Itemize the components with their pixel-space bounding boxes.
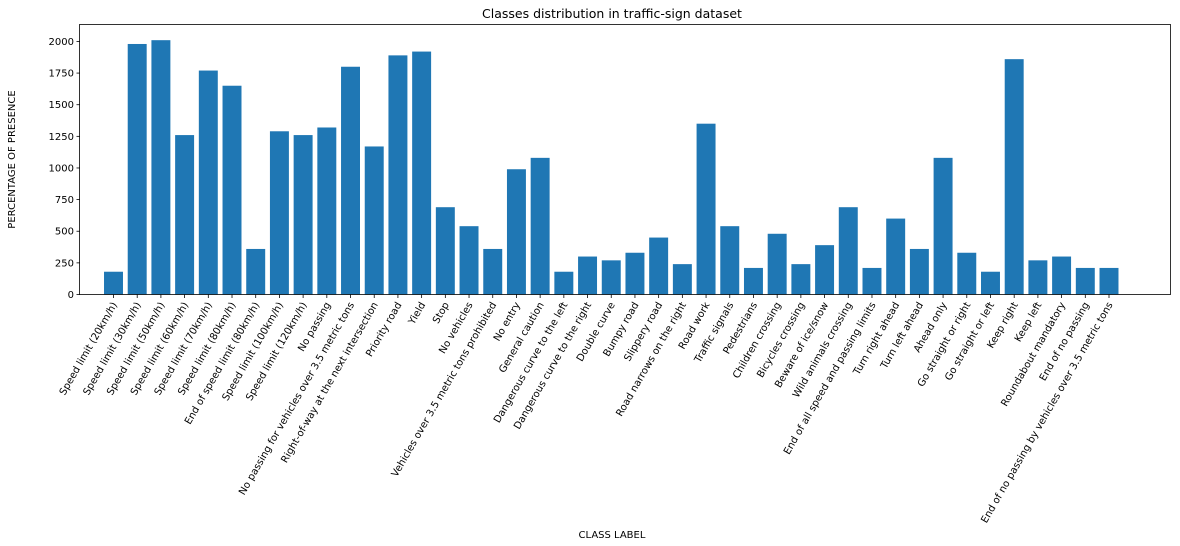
bar <box>412 51 432 295</box>
bar <box>198 70 218 295</box>
bar <box>175 135 195 295</box>
bar <box>672 264 692 295</box>
bar <box>364 146 384 295</box>
bar <box>743 267 763 295</box>
bar <box>933 157 953 295</box>
bar <box>1099 267 1119 295</box>
bar <box>791 264 811 295</box>
x-axis-label: CLASS LABEL <box>579 530 646 541</box>
y-tick-label: 1500 <box>49 100 74 111</box>
bar <box>317 127 337 295</box>
bar <box>459 226 479 295</box>
bar <box>1075 267 1095 295</box>
bar <box>388 55 408 295</box>
y-tick-label: 500 <box>55 227 74 238</box>
bar <box>886 218 906 295</box>
bar <box>838 207 858 295</box>
plot-frame <box>79 24 1171 295</box>
bar <box>767 233 787 295</box>
y-tick-label: 0 <box>68 290 74 301</box>
bars-group <box>104 40 1119 295</box>
bar <box>530 157 550 295</box>
y-tick-label: 2000 <box>49 37 74 48</box>
bar <box>293 135 313 295</box>
y-tick-label: 250 <box>55 258 74 269</box>
y-tick-label: 1750 <box>49 69 74 80</box>
bar <box>578 256 598 295</box>
x-tick-label: Stop <box>431 301 452 326</box>
x-tick-label: Vehicles over 3.5 metric tons prohibited <box>390 301 499 480</box>
bar <box>151 40 171 295</box>
bar <box>815 245 835 295</box>
bar <box>625 252 645 295</box>
bar <box>483 248 503 295</box>
bar <box>269 131 289 295</box>
bar <box>1004 59 1024 295</box>
bar <box>435 207 455 295</box>
bar <box>104 271 123 295</box>
x-tick-label: Yield <box>406 301 428 328</box>
bar <box>601 260 621 295</box>
bar <box>127 43 147 295</box>
y-tick-label: 1000 <box>49 163 74 174</box>
bar <box>554 271 574 295</box>
bar <box>981 271 1000 295</box>
bar <box>862 267 882 295</box>
bar <box>909 248 929 295</box>
bar <box>649 237 669 295</box>
y-axis: 0 250 500 750 1000 1250 1500 1750 2000 <box>49 37 80 301</box>
bar <box>957 252 977 295</box>
x-axis: Speed limit (20km/h)Speed limit (30km/h)… <box>58 294 1116 525</box>
bar <box>696 123 716 295</box>
y-tick-label: 1250 <box>49 132 74 143</box>
y-axis-label: PERCENTAGE OF PRESENCE <box>7 90 18 228</box>
y-tick-label: 750 <box>55 195 74 206</box>
bar <box>720 226 740 295</box>
chart-title: Classes distribution in traffic-sign dat… <box>482 6 742 21</box>
bar <box>246 248 266 295</box>
bar <box>506 169 526 295</box>
bar <box>1028 260 1048 295</box>
bar <box>341 66 360 295</box>
bar <box>222 85 242 295</box>
bar <box>1052 256 1072 295</box>
